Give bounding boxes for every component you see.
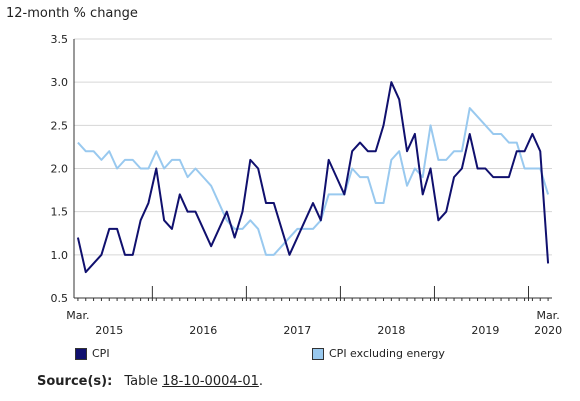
y-tick-label: 2.5 (51, 119, 69, 132)
source-suffix: . (258, 374, 264, 389)
legend-label-cpi: CPI (92, 347, 110, 360)
y-tick-label: 3.5 (51, 33, 69, 46)
legend: CPI CPI excluding energy (0, 347, 580, 363)
x-tick-label: 2019 (471, 324, 499, 337)
legend-swatch-cpi (75, 347, 87, 360)
x-tick-label: Mar. (66, 309, 89, 322)
y-tick-label: 1.0 (51, 249, 69, 262)
source-prefix: Table (124, 374, 158, 389)
legend-item-cpi: CPI (75, 347, 110, 360)
legend-swatch-cpi-excl-energy (312, 347, 324, 360)
x-tick-label: 2017 (283, 324, 311, 337)
series-line-cpi (76, 81, 550, 274)
line-chart: 0.5 1.0 1.5 2.0 2.5 3.0 3.5 Mar. 2015 2016 2017 201… (51, 33, 563, 337)
y-axis-label: 12-month % change (6, 6, 138, 21)
legend-label-cpi-excl-energy: CPI excluding energy (329, 347, 445, 360)
y-tick-label: 2.0 (51, 163, 69, 176)
y-tick-label: 0.5 (51, 292, 69, 305)
x-tick-label: 2018 (377, 324, 405, 337)
x-tick-label: Mar. (536, 309, 559, 322)
y-tick-label: 3.0 (51, 76, 69, 89)
x-tick-label: 2015 (95, 324, 123, 337)
source-note: Source(s): Table 18-10-0004-01. (37, 374, 263, 389)
x-tick-label: 2020 (534, 324, 562, 337)
legend-item-cpi-excl-energy: CPI excluding energy (312, 347, 445, 360)
y-tick-label: 1.5 (51, 206, 69, 219)
series-line-cpi-excl-energy (77, 107, 550, 256)
source-table-link[interactable]: 18-10-0004-01 (162, 374, 259, 389)
source-label: Source(s): (37, 374, 113, 389)
x-tick-label: 2016 (189, 324, 217, 337)
